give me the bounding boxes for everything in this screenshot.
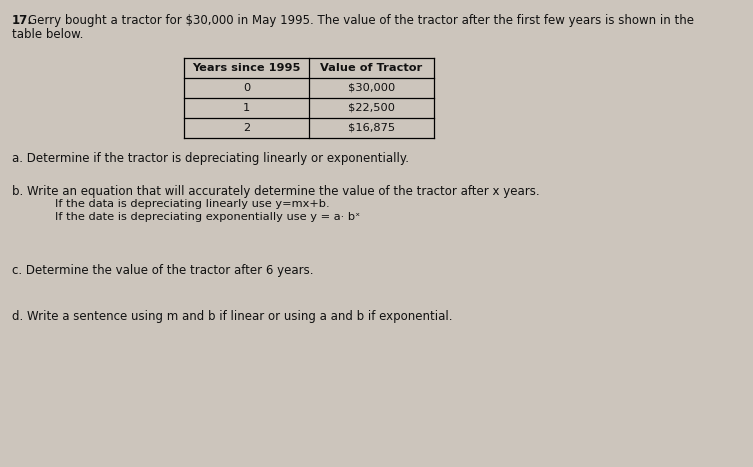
Text: Value of Tractor: Value of Tractor bbox=[320, 63, 422, 73]
Text: Gerry bought a tractor for $30,000 in May 1995. The value of the tractor after t: Gerry bought a tractor for $30,000 in Ma… bbox=[28, 14, 694, 27]
Text: 1: 1 bbox=[243, 103, 250, 113]
Text: 2: 2 bbox=[243, 123, 250, 133]
Text: If the data is depreciating linearly use y=mx+b.: If the data is depreciating linearly use… bbox=[55, 199, 330, 209]
Text: d. Write a sentence using m and b if linear or using a and b if exponential.: d. Write a sentence using m and b if lin… bbox=[12, 310, 453, 323]
Text: 17.: 17. bbox=[12, 14, 33, 27]
Text: 0: 0 bbox=[243, 83, 250, 93]
Text: $16,875: $16,875 bbox=[348, 123, 395, 133]
Text: table below.: table below. bbox=[12, 28, 84, 41]
Text: Years since 1995: Years since 1995 bbox=[192, 63, 300, 73]
Text: $22,500: $22,500 bbox=[348, 103, 395, 113]
Text: $30,000: $30,000 bbox=[348, 83, 395, 93]
Text: a. Determine if the tractor is depreciating linearly or exponentially.: a. Determine if the tractor is depreciat… bbox=[12, 152, 409, 165]
Text: b. Write an equation that will accurately determine the value of the tractor aft: b. Write an equation that will accuratel… bbox=[12, 185, 540, 198]
Text: If the date is depreciating exponentially use y = a· bˣ: If the date is depreciating exponentiall… bbox=[55, 212, 360, 222]
Text: c. Determine the value of the tractor after 6 years.: c. Determine the value of the tractor af… bbox=[12, 264, 313, 277]
